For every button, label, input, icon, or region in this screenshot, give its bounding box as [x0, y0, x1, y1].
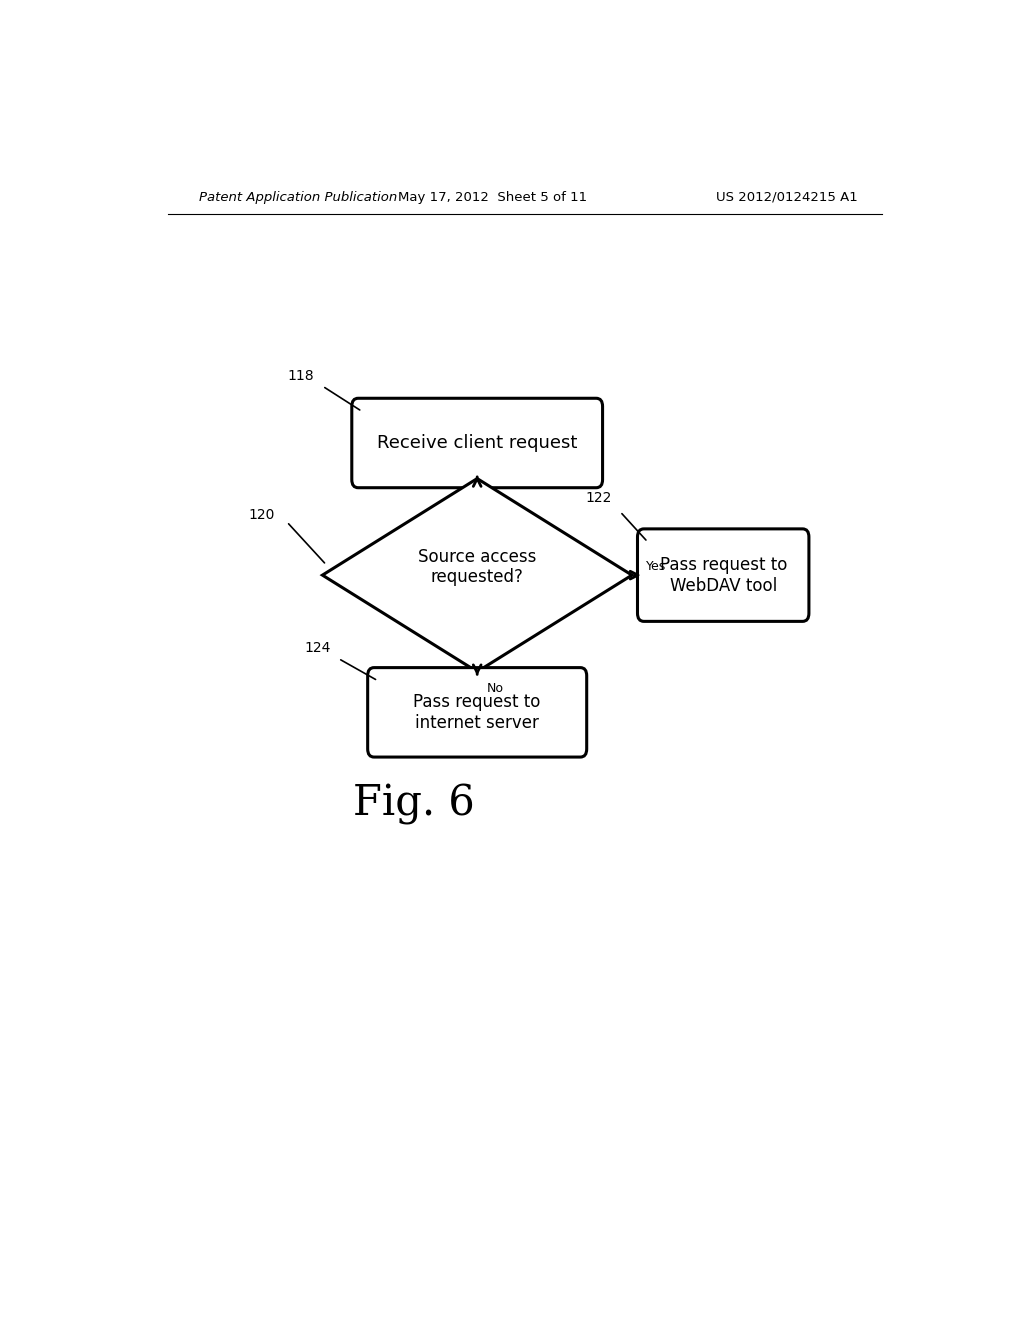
Text: 122: 122: [586, 491, 612, 506]
Text: Fig. 6: Fig. 6: [353, 783, 474, 825]
Text: May 17, 2012  Sheet 5 of 11: May 17, 2012 Sheet 5 of 11: [398, 190, 588, 203]
Text: Yes: Yes: [646, 561, 667, 573]
FancyBboxPatch shape: [638, 529, 809, 622]
Text: Pass request to
internet server: Pass request to internet server: [414, 693, 541, 731]
Text: Pass request to
WebDAV tool: Pass request to WebDAV tool: [659, 556, 786, 594]
Text: Patent Application Publication: Patent Application Publication: [200, 190, 397, 203]
Text: 120: 120: [249, 508, 274, 521]
Polygon shape: [323, 479, 632, 672]
Text: Receive client request: Receive client request: [377, 434, 578, 451]
FancyBboxPatch shape: [352, 399, 602, 487]
Text: US 2012/0124215 A1: US 2012/0124215 A1: [717, 190, 858, 203]
Text: Source access
requested?: Source access requested?: [418, 548, 537, 586]
FancyBboxPatch shape: [368, 668, 587, 758]
Text: 124: 124: [304, 642, 331, 655]
Text: 118: 118: [288, 368, 314, 383]
Text: No: No: [486, 682, 504, 694]
